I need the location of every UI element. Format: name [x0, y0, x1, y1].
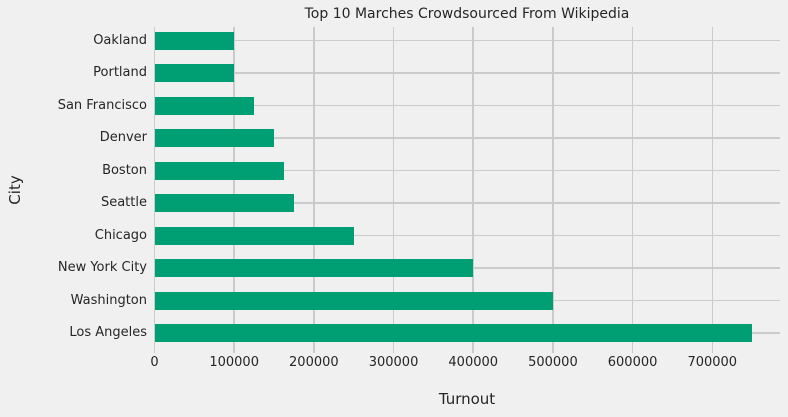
y-tick-label: Seattle — [100, 195, 147, 210]
gridline-vertical — [153, 27, 156, 353]
x-tick-label: 100000 — [209, 355, 259, 370]
y-tick-label: Denver — [99, 130, 147, 145]
x-tick-label: 300000 — [368, 355, 419, 370]
x-tick-label: 600000 — [607, 355, 658, 370]
y-tick-label: Oakland — [93, 32, 147, 48]
chart-title: Top 10 Marches Crowdsourced From Wikiped… — [304, 6, 630, 22]
bar-new-york-city — [154, 259, 474, 277]
y-tick-label: Washington — [70, 292, 147, 308]
gridline-vertical — [392, 27, 395, 353]
x-tick-label: 700000 — [687, 355, 738, 370]
gridline-vertical — [711, 27, 714, 353]
gridline-vertical — [472, 27, 474, 353]
x-tick-label: 400000 — [448, 355, 499, 370]
gridline-horizontal — [154, 39, 780, 42]
x-tick-label: 200000 — [289, 355, 339, 370]
bar-chicago — [154, 226, 354, 245]
y-tick-label: San Francisco — [57, 97, 147, 113]
x-tick-label: 0 — [150, 355, 159, 370]
gridline-vertical — [233, 27, 235, 353]
y-tick-label: Chicago — [94, 227, 147, 243]
x-tick-label: 500000 — [528, 355, 578, 370]
gridline-horizontal — [154, 104, 780, 107]
gridline-horizontal — [154, 169, 780, 172]
bar-san-francisco — [154, 96, 255, 115]
bar-portland — [154, 64, 235, 82]
x-axis-label: Turnout — [438, 390, 496, 408]
bar-los-angeles — [154, 324, 753, 342]
gridline-horizontal — [154, 202, 780, 204]
gridline-vertical — [313, 27, 315, 353]
plot-area — [153, 27, 780, 353]
y-tick-label: Boston — [102, 162, 147, 178]
y-tick-label: Portland — [93, 65, 147, 80]
bar-oakland — [154, 31, 235, 50]
bar-boston — [154, 161, 284, 180]
y-tick-label: Los Angeles — [69, 325, 147, 340]
gridline-vertical — [552, 27, 554, 353]
gridline-vertical — [631, 27, 634, 353]
gridline-horizontal — [154, 72, 780, 74]
bar-seattle — [154, 194, 294, 212]
bar-denver — [154, 129, 275, 147]
gridline-horizontal — [154, 234, 780, 237]
gridline-horizontal — [154, 137, 780, 139]
y-tick-label: New York City — [57, 260, 147, 275]
bar-washington — [154, 291, 553, 310]
